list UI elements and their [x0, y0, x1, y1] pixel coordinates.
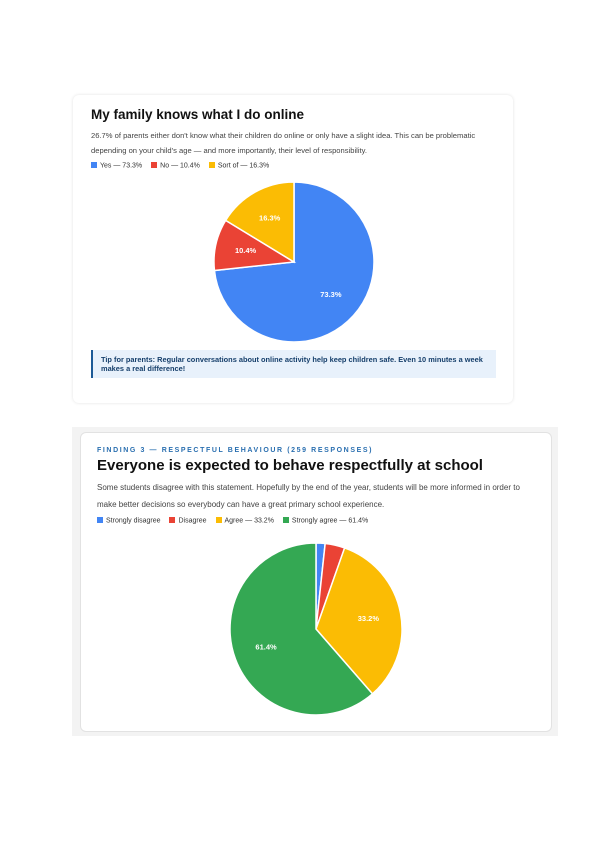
legend: Yes — 73.3% No — 10.4% Sort of — 16.3%	[91, 162, 495, 170]
legend-item: Strongly agree — 61.4%	[282, 517, 369, 525]
legend-swatch	[282, 517, 289, 523]
legend-swatch	[151, 162, 158, 168]
legend-swatch	[97, 517, 103, 523]
card-title: My family knows what I do online	[91, 107, 305, 122]
pie-slice	[224, 181, 295, 264]
legend-item: Disagree	[169, 517, 207, 525]
tip: Tip for parents: Regular conversations a…	[91, 350, 496, 378]
legend: Strongly disagree Disagree Agree — 33.2% St…	[97, 517, 535, 525]
card: FINDING 3 — RESPECTFUL BEHAVIOUR (259 RE…	[80, 432, 552, 732]
legend-label: Disagree	[178, 517, 207, 525]
legend-item: Agree — 33.2%	[215, 517, 274, 525]
slice-label: 16.3%	[259, 214, 281, 223]
pie-chart: 73.3% 10.4% 16.3%	[213, 181, 375, 343]
legend-label: Sort of — 16.3%	[217, 162, 270, 170]
slice-label: 73.3%	[320, 290, 342, 299]
legend-swatch	[169, 517, 176, 523]
legend-swatch	[208, 162, 215, 168]
slice-label: 61.4%	[255, 643, 277, 652]
legend-item: Strongly disagree	[97, 517, 160, 525]
legend-label: No — 10.4%	[160, 162, 200, 170]
legend-label: Strongly disagree	[106, 517, 161, 525]
legend-item: No — 10.4%	[151, 162, 200, 170]
legend-swatch	[215, 517, 222, 523]
pie-slice	[229, 542, 374, 716]
legend-item: Yes — 73.3%	[91, 162, 142, 170]
pie-slice	[315, 546, 403, 695]
card-text: 26.7% of parents either don't know what …	[91, 131, 476, 155]
legend-swatch	[91, 162, 97, 168]
legend-label: Yes — 73.3%	[100, 162, 143, 170]
card-title: Everyone is expected to behave respectfu…	[97, 457, 483, 474]
slice-label: 10.4%	[235, 246, 257, 255]
card-text: Some students disagree with this stateme…	[97, 483, 520, 509]
kicker: FINDING 3 — RESPECTFUL BEHAVIOUR (259 RE…	[97, 447, 374, 454]
slice-label: 33.2%	[358, 614, 380, 623]
legend-label: Strongly agree — 61.4%	[291, 517, 369, 525]
card: My family knows what I do online 26.7% o…	[73, 95, 513, 403]
pie-chart: 33.2% 61.4%	[229, 542, 403, 716]
legend-item: Sort of — 16.3%	[208, 162, 270, 170]
legend-label: Agree — 33.2%	[224, 517, 274, 525]
